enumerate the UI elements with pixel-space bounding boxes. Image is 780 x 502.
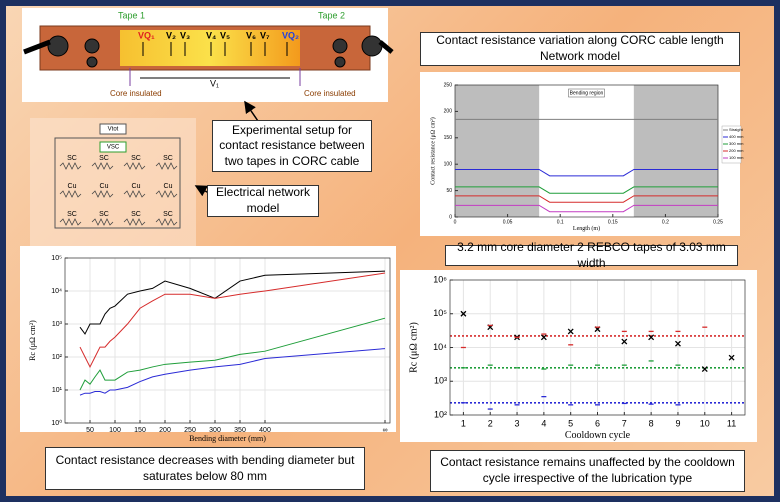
y-axis-label: Contact resistance (μΩ cm²) [429,117,436,185]
x-tick-label: 0.2 [662,219,669,225]
probe-label: V₃ [180,30,190,40]
y-tick-label: 100 [444,162,453,168]
probe-label: V₂ [166,30,176,40]
shaded-region [455,85,539,217]
y-tick-label: 10⁴ [51,288,62,295]
x-tick-label: 6 [595,418,600,428]
legend-label: 100 mm [729,155,744,160]
probe-label: V₆ [246,30,256,40]
y-tick-label: 10⁴ [433,342,447,352]
y-tick-label: 10³ [52,321,63,328]
callout: Electrical network model [207,185,319,217]
element-label: SC [67,211,77,218]
element-label: SC [99,155,109,162]
y-tick-label: 200 [444,109,453,115]
element-label: Cu [68,183,77,190]
x-tick-label: 10 [700,418,710,428]
x-tick-label: 11 [727,418,736,428]
x-tick-label: 3 [515,418,520,428]
x-tick-label: 250 [184,427,196,434]
caption: Contact resistance decreases with bendin… [45,447,365,490]
insulated-label: Core insulated [304,89,356,98]
x-tick-label: 5 [568,418,573,428]
legend-label: 400 mm [729,134,744,139]
x-tick-label: 350 [234,427,246,434]
x-tick-label: 0 [454,219,457,225]
chart-panel [400,270,757,442]
x-tick-label: 1 [461,418,466,428]
y-axis-label: Rc (μΩ cm²) [28,320,37,361]
callout: Experimental setup for contact resistanc… [212,120,372,172]
element-label: Cu [164,183,173,190]
element-label: SC [99,211,109,218]
element-label: SC [67,155,77,162]
x-tick-label: ∞ [383,427,388,434]
x-tick-label: 2 [488,418,493,428]
caption: Contact resistance remains unaffected by… [430,450,745,492]
x-tick-label: 300 [209,427,221,434]
x-tick-label: 0.05 [503,219,513,225]
x-tick-label: 150 [134,427,146,434]
x-tick-label: 7 [622,418,627,428]
y-tick-label: 10⁰ [51,419,62,427]
y-tick-label: 10⁵ [51,255,62,262]
chart-panel [20,246,396,432]
element-label: SC [131,155,141,162]
x-axis-label: Bending diameter (mm) [189,434,266,443]
element-label: SC [163,155,173,162]
span-label: V₁ [210,78,219,88]
x-tick-label: 50 [86,427,94,434]
x-tick-label: 9 [675,418,680,428]
x-tick-label: 8 [649,418,654,428]
y-tick-label: 10² [52,354,63,361]
legend-label: Straight [729,127,744,132]
shaded-region [634,85,718,217]
slide: Tape 1 Tape 2 VQ₁ V₂ V₃ V₄ V₅ V₆ V₇ VQ₂ V₁ Core ins… [0,0,780,502]
element-label: Cu [100,183,109,190]
probe-label: VQ₁ [138,30,155,40]
voltmeter-label: Vtot [108,127,119,133]
x-tick-label: 200 [159,427,171,434]
annotation: Bending region [570,90,604,96]
caption: 3.2 mm core diameter 2 REBCO tapes of 3.… [445,245,738,266]
x-axis-label: Length (m) [573,225,600,232]
x-axis-label: Cooldown cycle [565,430,631,441]
legend-label: 300 mm [729,141,744,146]
y-tick-label: 10⁵ [433,308,447,318]
y-tick-label: 10¹ [52,387,63,394]
y-tick-label: 150 [444,135,453,141]
y-axis-label: Rc (μΩ cm²) [408,322,419,373]
x-tick-label: 100 [109,427,121,434]
x-tick-label: 0.15 [608,219,618,225]
y-tick-label: 10⁶ [433,274,447,284]
y-tick-label: 0 [449,214,452,220]
x-tick-label: 4 [541,418,546,428]
element-label: SC [131,211,141,218]
y-tick-label: 50 [446,188,452,194]
element-label: SC [163,211,173,218]
x-tick-label: 0.1 [557,219,564,225]
insulated-label: Core insulated [110,89,162,98]
tape-label: Tape 1 [118,10,145,20]
model-title: Contact resistance variation along CORC … [420,32,740,66]
probe-label: VQ₂ [282,30,299,40]
voltmeter-label: VSC [107,145,120,151]
legend-label: 200 mm [729,148,744,153]
y-tick-label: 250 [444,82,453,88]
x-tick-label: 400 [259,427,271,434]
element-label: Cu [132,183,141,190]
probe-label: V₅ [220,30,230,40]
probe-label: V₄ [206,30,216,40]
x-tick-label: 0.25 [713,219,723,225]
tape-label: Tape 2 [318,10,345,20]
y-tick-label: 10² [434,409,447,419]
y-tick-label: 10³ [434,376,447,386]
probe-label: V₇ [260,30,270,40]
